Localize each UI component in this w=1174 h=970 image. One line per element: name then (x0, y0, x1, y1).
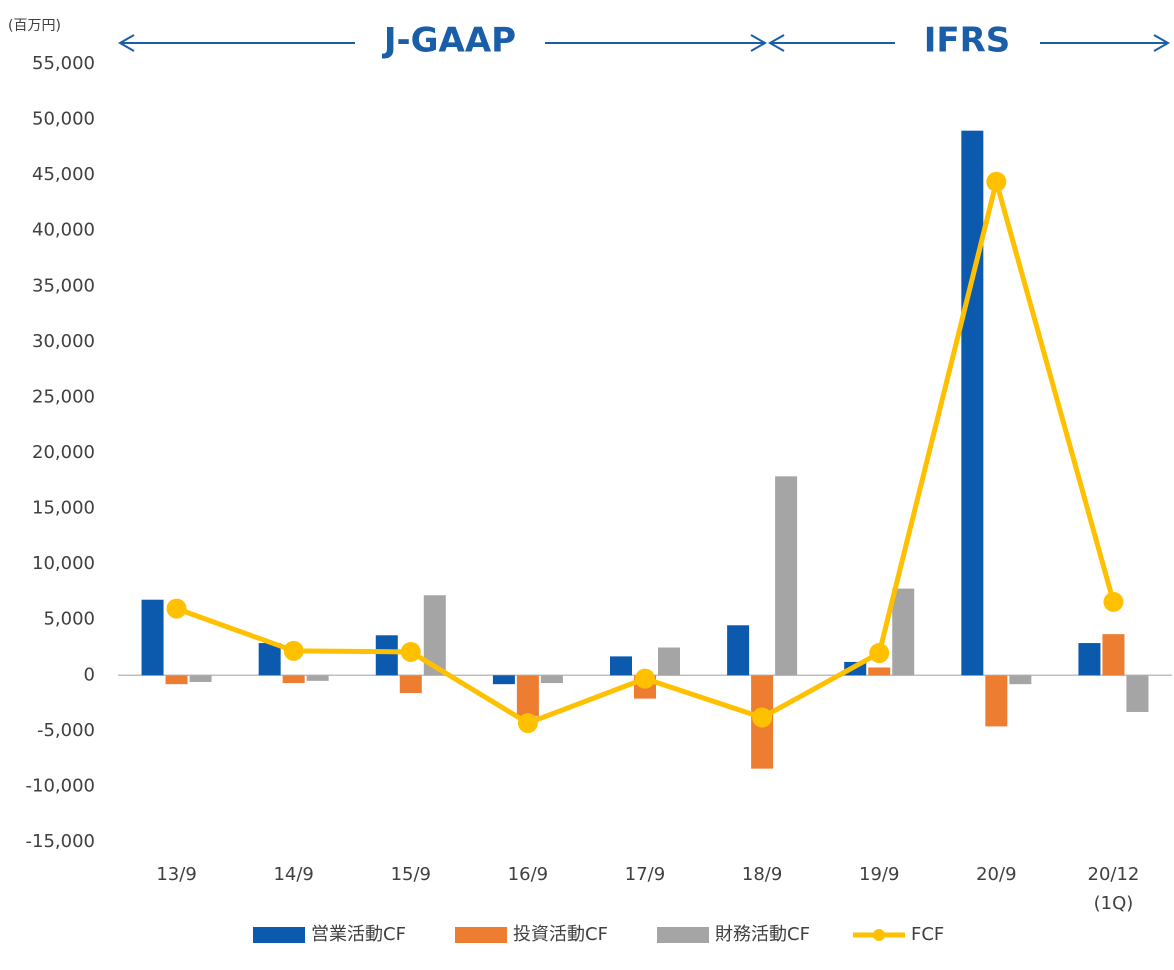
y-tick-label: 25,000 (32, 386, 95, 407)
bar (961, 130, 984, 676)
bar (423, 595, 446, 676)
legend-label: 営業活動CF (311, 924, 406, 945)
legend-swatch (455, 927, 507, 943)
x-tick-label: 15/9 (391, 864, 431, 885)
bar (306, 675, 329, 681)
y-tick-label: 5,000 (43, 609, 95, 630)
y-tick-label: -5,000 (37, 720, 95, 741)
arrow-head (767, 34, 785, 52)
y-tick-label: 10,000 (32, 553, 95, 574)
y-tick-label: -15,000 (26, 831, 95, 852)
y-tick-label: 0 (84, 664, 95, 685)
x-tick-label: 20/12 (1Q) (1088, 864, 1140, 914)
bar (375, 635, 398, 676)
bar (892, 588, 915, 676)
y-tick-label: 55,000 (32, 53, 95, 74)
marker (986, 171, 1007, 192)
bar (540, 675, 563, 684)
arrow-head (750, 34, 768, 52)
bar (516, 675, 539, 717)
bar (985, 675, 1008, 727)
y-tick-label: 45,000 (32, 164, 95, 185)
arrow-head (117, 34, 135, 52)
legend-swatch (657, 927, 709, 943)
legend-label: 財務活動CF (715, 924, 810, 945)
y-tick-label: -10,000 (26, 775, 95, 796)
bar (189, 675, 212, 682)
unit-label: (百万円) (8, 18, 61, 34)
bar (1009, 675, 1032, 685)
bar (610, 656, 632, 676)
x-tick-label: 19/9 (859, 864, 899, 885)
y-tick-label: 40,000 (32, 220, 95, 241)
y-tick-label: 15,000 (32, 498, 95, 519)
bar (1126, 675, 1149, 712)
x-tick-label: 20/9 (976, 864, 1016, 885)
x-tick-label: 14/9 (273, 864, 313, 885)
x-tick-label: 18/9 (742, 864, 782, 885)
bar (1102, 634, 1125, 676)
x-tick-label: 16/9 (508, 864, 548, 885)
bar (775, 476, 798, 676)
bar (258, 643, 281, 676)
y-tick-label: 30,000 (32, 331, 95, 352)
bar (282, 675, 305, 684)
arrow-head (1153, 34, 1171, 52)
legend-swatch (873, 929, 885, 941)
bar (1078, 643, 1101, 676)
bar (141, 599, 164, 676)
marker (752, 707, 773, 728)
bar (658, 647, 680, 676)
marker (635, 668, 655, 689)
x-tick-label: 13/9 (156, 864, 196, 885)
bar (727, 625, 750, 676)
bar (399, 675, 422, 694)
x-tick-label: 17/9 (625, 864, 665, 885)
marker (283, 640, 304, 661)
y-tick-label: 50,000 (32, 109, 95, 130)
marker (517, 713, 538, 734)
legend-swatch (253, 927, 305, 943)
marker (166, 598, 187, 619)
marker (1103, 591, 1124, 612)
marker (400, 641, 421, 662)
y-tick-label: 35,000 (32, 275, 95, 296)
marker (869, 643, 890, 664)
bar (492, 675, 515, 685)
legend-label: FCF (911, 924, 944, 945)
legend-label: 投資活動CF (513, 924, 608, 945)
bar (868, 667, 891, 676)
bar (165, 675, 188, 685)
period-arrows (117, 34, 1171, 52)
period-label: IFRS (924, 21, 1011, 61)
y-tick-label: 20,000 (32, 442, 95, 463)
period-label: J-GAAP (382, 21, 516, 61)
